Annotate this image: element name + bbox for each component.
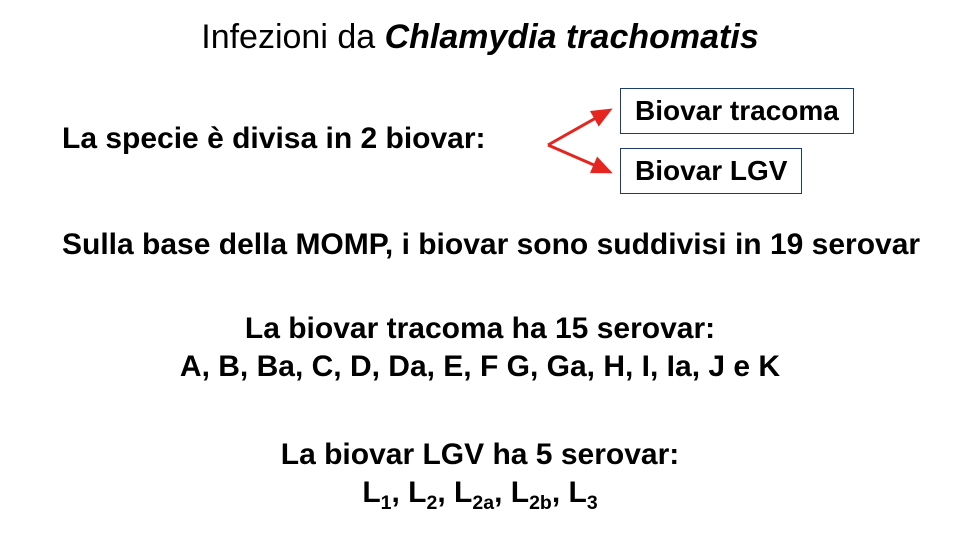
biovar-lgv-box: Biovar LGV bbox=[620, 148, 802, 194]
title-italic: Chlamydia trachomatis bbox=[385, 18, 759, 56]
biovar-trac-line2: A, B, Ba, C, D, Da, E, F G, Ga, H, I, Ia… bbox=[0, 350, 960, 384]
lgv-p0: L bbox=[362, 476, 380, 509]
title-prefix: Infezioni da bbox=[201, 18, 384, 56]
lgv-p3: 2 bbox=[427, 492, 438, 514]
lgv-p9: 3 bbox=[587, 492, 598, 514]
biovar-tracoma-box: Biovar tracoma bbox=[620, 88, 854, 134]
biovar-tracoma-serovar: La biovar tracoma ha 15 serovar: A, B, B… bbox=[0, 312, 960, 384]
lgv-p6: , L bbox=[494, 476, 529, 509]
lgv-p1: 1 bbox=[381, 492, 392, 514]
momp-base-line: Sulla base della MOMP, i biovar sono sud… bbox=[62, 228, 920, 262]
arrow-diagram bbox=[540, 90, 630, 200]
lgv-p4: , L bbox=[437, 476, 472, 509]
lgv-p2: , L bbox=[392, 476, 427, 509]
slide-title: Infezioni da Chlamydia trachomatis bbox=[0, 18, 960, 57]
lgv-p5: 2a bbox=[472, 492, 494, 514]
biovar-lgv-line1: La biovar LGV ha 5 serovar: bbox=[281, 438, 679, 471]
lgv-p7: 2b bbox=[529, 492, 552, 514]
biovar-lgv-serovar: La biovar LGV ha 5 serovar: L1, L2, L2a,… bbox=[0, 438, 960, 515]
biovar-lgv-line2: L1, L2, L2a, L2b, L3 bbox=[0, 476, 960, 515]
biovar-trac-line1: La biovar tracoma ha 15 serovar: bbox=[245, 312, 715, 345]
species-divided-label: La specie è divisa in 2 biovar: bbox=[62, 122, 486, 156]
lgv-p8: , L bbox=[552, 476, 587, 509]
